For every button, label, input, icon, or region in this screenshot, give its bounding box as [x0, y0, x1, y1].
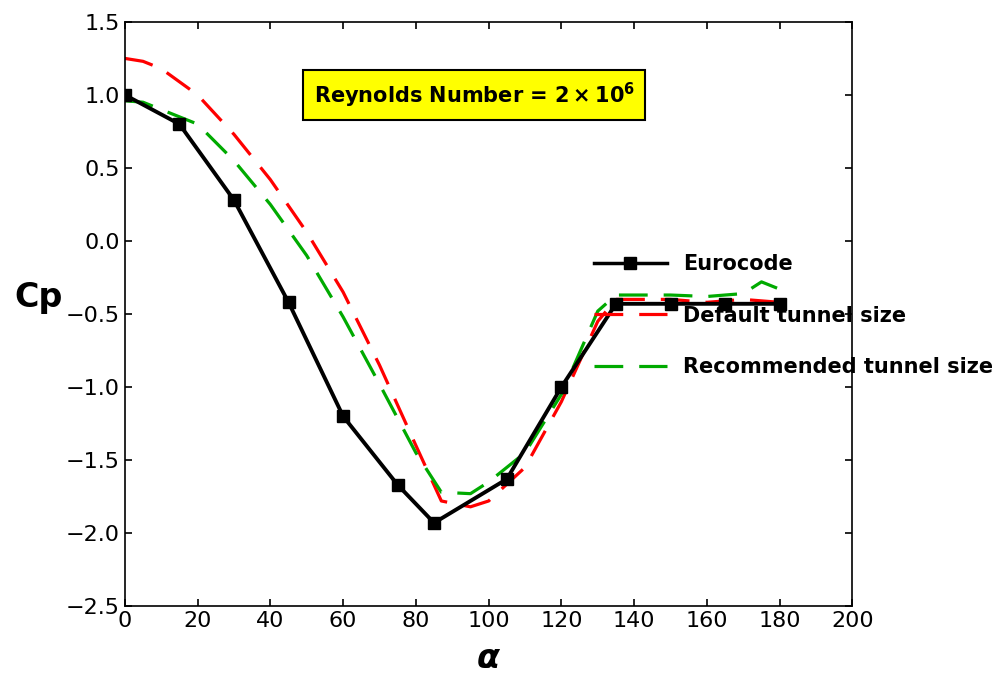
Default tunnel size — [156, 65, 168, 73]
Eurocode — [337, 412, 349, 420]
Default tunnel size — [119, 54, 131, 63]
Eurocode — [392, 481, 404, 489]
Recommended tunnel size — [756, 278, 768, 286]
Recommended tunnel size — [137, 98, 149, 106]
Recommended tunnel size — [119, 96, 131, 105]
Default tunnel size — [228, 130, 240, 138]
Eurocode — [429, 519, 440, 527]
Y-axis label: Cp: Cp — [14, 281, 62, 314]
Eurocode — [174, 120, 186, 128]
Recommended tunnel size — [556, 390, 567, 398]
Recommended tunnel size — [265, 200, 277, 209]
Line: Eurocode: Eurocode — [119, 89, 786, 529]
Legend: Eurocode, Default tunnel size, Recommended tunnel size: Eurocode, Default tunnel size, Recommend… — [593, 254, 992, 377]
Recommended tunnel size — [483, 478, 495, 486]
Recommended tunnel size — [774, 285, 786, 294]
X-axis label: α: α — [477, 642, 500, 675]
Recommended tunnel size — [410, 449, 422, 457]
Eurocode — [228, 196, 240, 204]
Eurocode — [774, 300, 786, 308]
Default tunnel size — [137, 57, 149, 65]
Default tunnel size — [435, 497, 447, 505]
Default tunnel size — [191, 91, 203, 99]
Recommended tunnel size — [301, 251, 312, 260]
Eurocode — [610, 300, 622, 308]
Recommended tunnel size — [592, 307, 604, 316]
Default tunnel size — [410, 442, 422, 450]
Eurocode — [119, 91, 131, 99]
Recommended tunnel size — [374, 380, 386, 389]
Recommended tunnel size — [337, 313, 349, 321]
Eurocode — [501, 475, 513, 483]
Default tunnel size — [464, 503, 476, 511]
Default tunnel size — [483, 497, 495, 505]
Line: Default tunnel size: Default tunnel size — [125, 59, 780, 507]
Recommended tunnel size — [435, 488, 447, 496]
Default tunnel size — [701, 298, 713, 307]
Default tunnel size — [592, 317, 604, 325]
Recommended tunnel size — [228, 156, 240, 165]
Default tunnel size — [519, 463, 531, 471]
Line: Recommended tunnel size: Recommended tunnel size — [125, 101, 780, 494]
Default tunnel size — [737, 296, 749, 304]
Default tunnel size — [265, 176, 277, 184]
Eurocode — [665, 300, 677, 308]
Recommended tunnel size — [737, 289, 749, 298]
Default tunnel size — [337, 288, 349, 296]
Default tunnel size — [301, 228, 312, 236]
Eurocode — [556, 383, 567, 391]
Recommended tunnel size — [610, 291, 622, 299]
Recommended tunnel size — [519, 449, 531, 457]
Eurocode — [283, 298, 295, 307]
Eurocode — [719, 300, 731, 308]
Recommended tunnel size — [628, 291, 640, 299]
Recommended tunnel size — [464, 490, 476, 498]
Default tunnel size — [774, 298, 786, 307]
Default tunnel size — [665, 296, 677, 304]
Default tunnel size — [556, 398, 567, 406]
Recommended tunnel size — [156, 105, 168, 114]
Default tunnel size — [610, 296, 622, 304]
Default tunnel size — [374, 361, 386, 369]
Recommended tunnel size — [665, 291, 677, 299]
Default tunnel size — [628, 296, 640, 304]
Recommended tunnel size — [191, 120, 203, 128]
Text: Reynolds Number = $\mathbf{2 \times 10^6}$: Reynolds Number = $\mathbf{2 \times 10^6… — [313, 81, 635, 110]
Recommended tunnel size — [701, 292, 713, 300]
